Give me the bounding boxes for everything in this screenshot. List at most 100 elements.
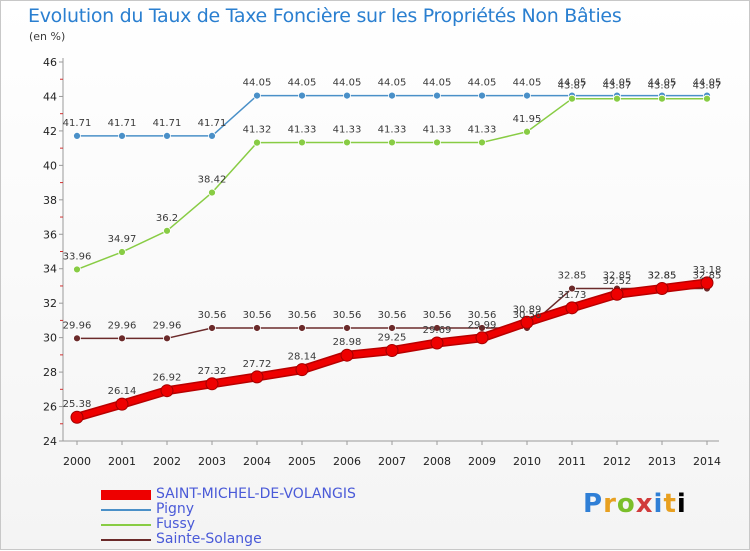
data-point-sainte-solange: [433, 324, 441, 332]
x-tick-label: 2013: [648, 455, 676, 468]
x-tick-label: 2007: [378, 455, 406, 468]
data-label-fussy: 38.42: [198, 175, 227, 186]
x-tick-label: 2008: [423, 455, 451, 468]
data-label-fussy: 43.87: [648, 81, 677, 92]
data-label-pigny: 41.71: [108, 118, 137, 129]
data-point-fussy: [253, 138, 261, 147]
data-label-fussy: 41.33: [423, 124, 452, 135]
data-point-saint-michel-de-volangis: [205, 377, 219, 391]
data-label-pigny: 44.05: [558, 78, 587, 89]
data-label-fussy: 41.33: [333, 124, 362, 135]
y-tick-label: 46: [43, 56, 57, 69]
data-label-sainte-solange: 32.85: [648, 271, 677, 282]
data-point-fussy: [658, 94, 666, 103]
data-label-sainte-solange: 32.85: [558, 271, 587, 282]
legend-swatch: [101, 509, 151, 511]
data-label-fussy: 43.87: [558, 81, 587, 92]
data-point-sainte-solange: [73, 334, 81, 343]
data-point-saint-michel-de-volangis: [70, 410, 84, 424]
data-point-pigny: [388, 91, 396, 100]
y-tick-label: 26: [43, 401, 57, 414]
data-label-saint-michel-de-volangis: 29.25: [378, 333, 407, 344]
data-point-fussy: [478, 138, 486, 147]
data-label-fussy: 36.2: [156, 213, 178, 224]
data-label-fussy: 41.95: [513, 114, 542, 125]
data-label-saint-michel-de-volangis: 29.99: [468, 320, 497, 331]
data-point-sainte-solange: [298, 324, 306, 332]
y-tick-label: 42: [43, 125, 57, 138]
data-label-saint-michel-de-volangis: 30.89: [513, 304, 542, 315]
data-label-sainte-solange: 30.56: [468, 310, 497, 321]
data-label-sainte-solange: 32.85: [603, 271, 632, 282]
data-label-pigny: 44.05: [648, 78, 677, 89]
data-label-fussy: 33.96: [63, 251, 92, 262]
data-label-fussy: 43.87: [603, 81, 632, 92]
legend-swatch: [101, 524, 151, 526]
data-label-pigny: 44.05: [468, 78, 497, 89]
data-labels-layer: 41.71 41.71 41.71 41.71 44.05 44.05 44.05 44.05…: [63, 78, 722, 411]
chart-title: Evolution du Taux de Taxe Foncière sur l…: [28, 5, 622, 27]
data-point-saint-michel-de-volangis: [610, 287, 624, 301]
data-point-pigny: [433, 91, 441, 100]
data-label-saint-michel-de-volangis: 29.69: [423, 325, 452, 336]
data-label-pigny: 44.05: [378, 78, 407, 89]
data-label-fussy: 41.33: [378, 124, 407, 135]
data-label-saint-michel-de-volangis: 27.32: [198, 366, 227, 377]
data-label-sainte-solange: 30.56: [333, 310, 362, 321]
x-tick-label: 2003: [198, 455, 226, 468]
data-point-pigny: [73, 132, 81, 140]
data-label-sainte-solange: 30.56: [198, 310, 227, 321]
data-point-sainte-solange: [253, 324, 261, 332]
data-point-fussy: [703, 94, 711, 103]
data-point-saint-michel-de-volangis: [475, 331, 489, 345]
data-point-saint-michel-de-volangis: [700, 276, 714, 290]
y-tick-label: 36: [43, 228, 57, 241]
y-tick-label: 32: [43, 297, 57, 310]
legend-label: Pigny: [156, 501, 195, 517]
data-label-fussy: 43.87: [693, 81, 722, 92]
data-point-fussy: [568, 94, 576, 103]
data-point-saint-michel-de-volangis: [340, 348, 354, 362]
data-label-sainte-solange: 30.56: [513, 310, 542, 321]
data-point-pigny: [298, 91, 306, 100]
data-point-pigny: [118, 132, 126, 140]
data-label-sainte-solange: 29.96: [108, 320, 137, 331]
data-point-sainte-solange: [388, 324, 396, 332]
legend-label: Sainte-Solange: [156, 531, 262, 547]
data-label-saint-michel-de-volangis: 25.38: [63, 399, 92, 410]
data-label-saint-michel-de-volangis: 32.52: [603, 276, 632, 287]
x-tick-label: 2006: [333, 455, 361, 468]
series-layer: [70, 91, 714, 424]
y-tick-label: 30: [43, 332, 57, 345]
data-point-pigny: [253, 91, 261, 100]
data-point-pigny: [523, 91, 531, 100]
data-point-fussy: [613, 94, 621, 103]
data-point-fussy: [523, 127, 531, 136]
data-point-saint-michel-de-volangis: [385, 344, 399, 358]
x-tick-label: 2005: [288, 455, 316, 468]
data-point-saint-michel-de-volangis: [430, 336, 444, 350]
data-point-fussy: [208, 188, 216, 197]
data-point-saint-michel-de-volangis: [295, 363, 309, 377]
proxiti-logo: Proxiti: [583, 489, 687, 519]
data-label-fussy: 34.97: [108, 234, 137, 245]
x-tick-label: 2004: [243, 455, 271, 468]
y-tick-label: 40: [43, 159, 57, 172]
data-point-sainte-solange: [163, 334, 171, 343]
data-point-saint-michel-de-volangis: [115, 397, 129, 411]
legend-swatch: [101, 539, 151, 541]
data-label-fussy: 41.32: [243, 125, 272, 136]
x-tick-label: 2010: [513, 455, 541, 468]
data-label-pigny: 41.71: [198, 118, 227, 129]
data-point-pigny: [478, 91, 486, 100]
data-point-pigny: [343, 91, 351, 100]
x-tick-label: 2009: [468, 455, 496, 468]
x-tick-label: 2000: [63, 455, 91, 468]
data-point-fussy: [388, 138, 396, 147]
data-label-pigny: 44.05: [333, 78, 362, 89]
data-point-sainte-solange: [208, 324, 216, 332]
data-point-fussy: [118, 248, 126, 256]
data-label-pigny: 44.05: [288, 78, 317, 89]
